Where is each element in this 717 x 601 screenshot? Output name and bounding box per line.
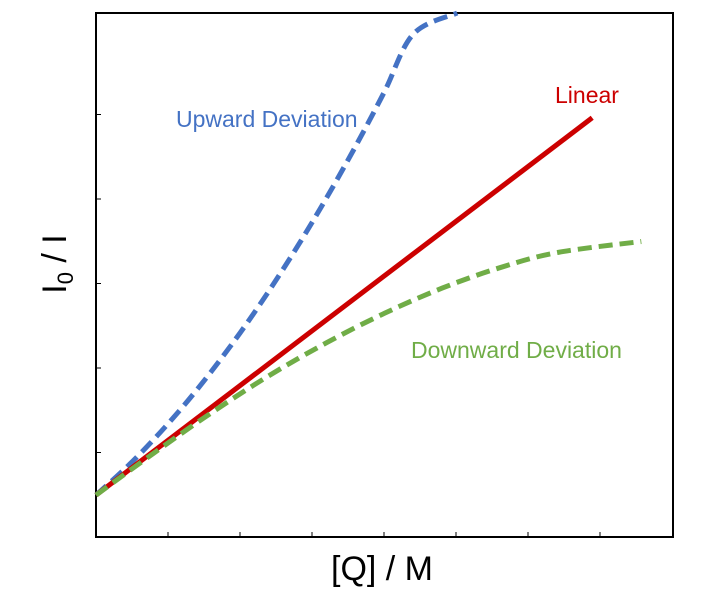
series-line-linear bbox=[94, 115, 594, 498]
series-line-downward bbox=[94, 239, 642, 498]
y-axis-label-rest: / I bbox=[36, 234, 74, 272]
y-axis-label-subscript: 0 bbox=[53, 272, 78, 284]
axis-ticks bbox=[95, 114, 601, 538]
series-lines bbox=[94, 10, 642, 498]
series-label-upward: Upward Deviation bbox=[176, 106, 358, 132]
y-axis-label-text: I0 / I bbox=[36, 234, 78, 294]
series-label-downward: Downward Deviation bbox=[411, 337, 622, 363]
y-axis-label: I0 / I bbox=[36, 234, 78, 294]
x-axis-label: [Q] / M bbox=[331, 550, 433, 588]
series-label-linear: Linear bbox=[555, 82, 619, 108]
series-line-upward bbox=[94, 10, 459, 497]
y-axis-label-main: I bbox=[36, 284, 74, 293]
